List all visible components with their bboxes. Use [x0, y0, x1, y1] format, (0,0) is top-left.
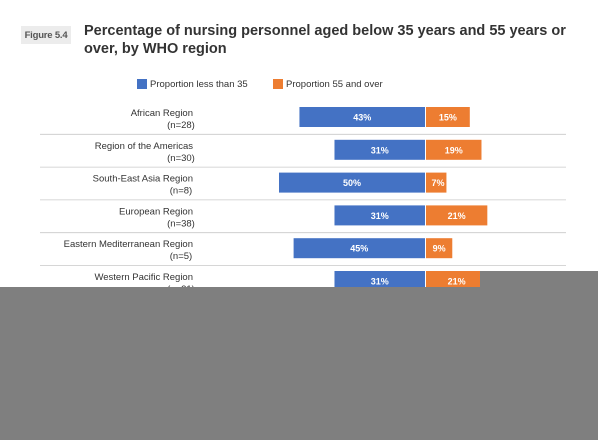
region-label: South-East Asia Region [93, 174, 193, 185]
bar-below35 [334, 205, 425, 226]
bar-label-below35: 50% [343, 178, 361, 188]
bar-below35 [334, 271, 425, 291]
bar-label-over55: 21% [448, 277, 466, 287]
legend-label-over55: Proportion 55 and over [286, 78, 383, 90]
bar-below35 [334, 139, 425, 160]
region-label: Region of the Americas [95, 141, 193, 152]
legend-swatch-below35 [137, 79, 147, 89]
bar-below35 [279, 172, 425, 193]
bar-label-below35: 31% [371, 211, 389, 221]
legend-label-below35: Proportion less than 35 [150, 78, 248, 90]
bar-over55 [426, 205, 488, 226]
bar-over55 [426, 238, 453, 259]
region-n-label: (n=38) [167, 218, 195, 229]
legend-item-over55: Proportion 55 and over [273, 77, 383, 91]
figure-badge: Figure 5.4 [21, 26, 71, 44]
region-n-label: (n=28) [167, 120, 195, 131]
bar-over55 [426, 107, 470, 127]
legend-swatch-over55 [273, 79, 283, 89]
bar-label-below35: 45% [350, 244, 368, 254]
region-n-label: (n=8) [170, 186, 192, 197]
bar-over55 [426, 271, 488, 291]
region-label: Western Pacific Region [94, 272, 193, 283]
bar-over55 [426, 139, 482, 160]
bar-label-over55: 7% [431, 178, 444, 188]
legend-item-below35: Proportion less than 35 [137, 77, 248, 91]
gray-overlay-bump [480, 271, 598, 288]
bar-label-below35: 43% [353, 113, 371, 123]
bar-label-over55: 9% [433, 244, 446, 254]
region-n-label: (n=30) [167, 153, 195, 164]
bar-label-over55: 21% [448, 211, 466, 221]
region-label: European Region [119, 206, 193, 217]
gray-overlay-panel [0, 287, 598, 440]
chart-legend: Proportion less than 35 Proportion 55 an… [0, 77, 598, 91]
region-n-label: (n=5) [170, 251, 192, 262]
bar-label-over55: 19% [445, 145, 463, 155]
bar-label-below35: 31% [371, 277, 389, 287]
chart-title: Percentage of nursing personnel aged bel… [84, 23, 566, 57]
bar-below35 [299, 107, 425, 127]
bar-label-below35: 31% [371, 145, 389, 155]
region-label: African Region [131, 108, 193, 119]
region-label: Eastern Mediterranean Region [64, 239, 193, 250]
bar-over55 [426, 172, 447, 193]
bar-below35 [293, 238, 425, 259]
bar-label-over55: 15% [439, 113, 457, 123]
